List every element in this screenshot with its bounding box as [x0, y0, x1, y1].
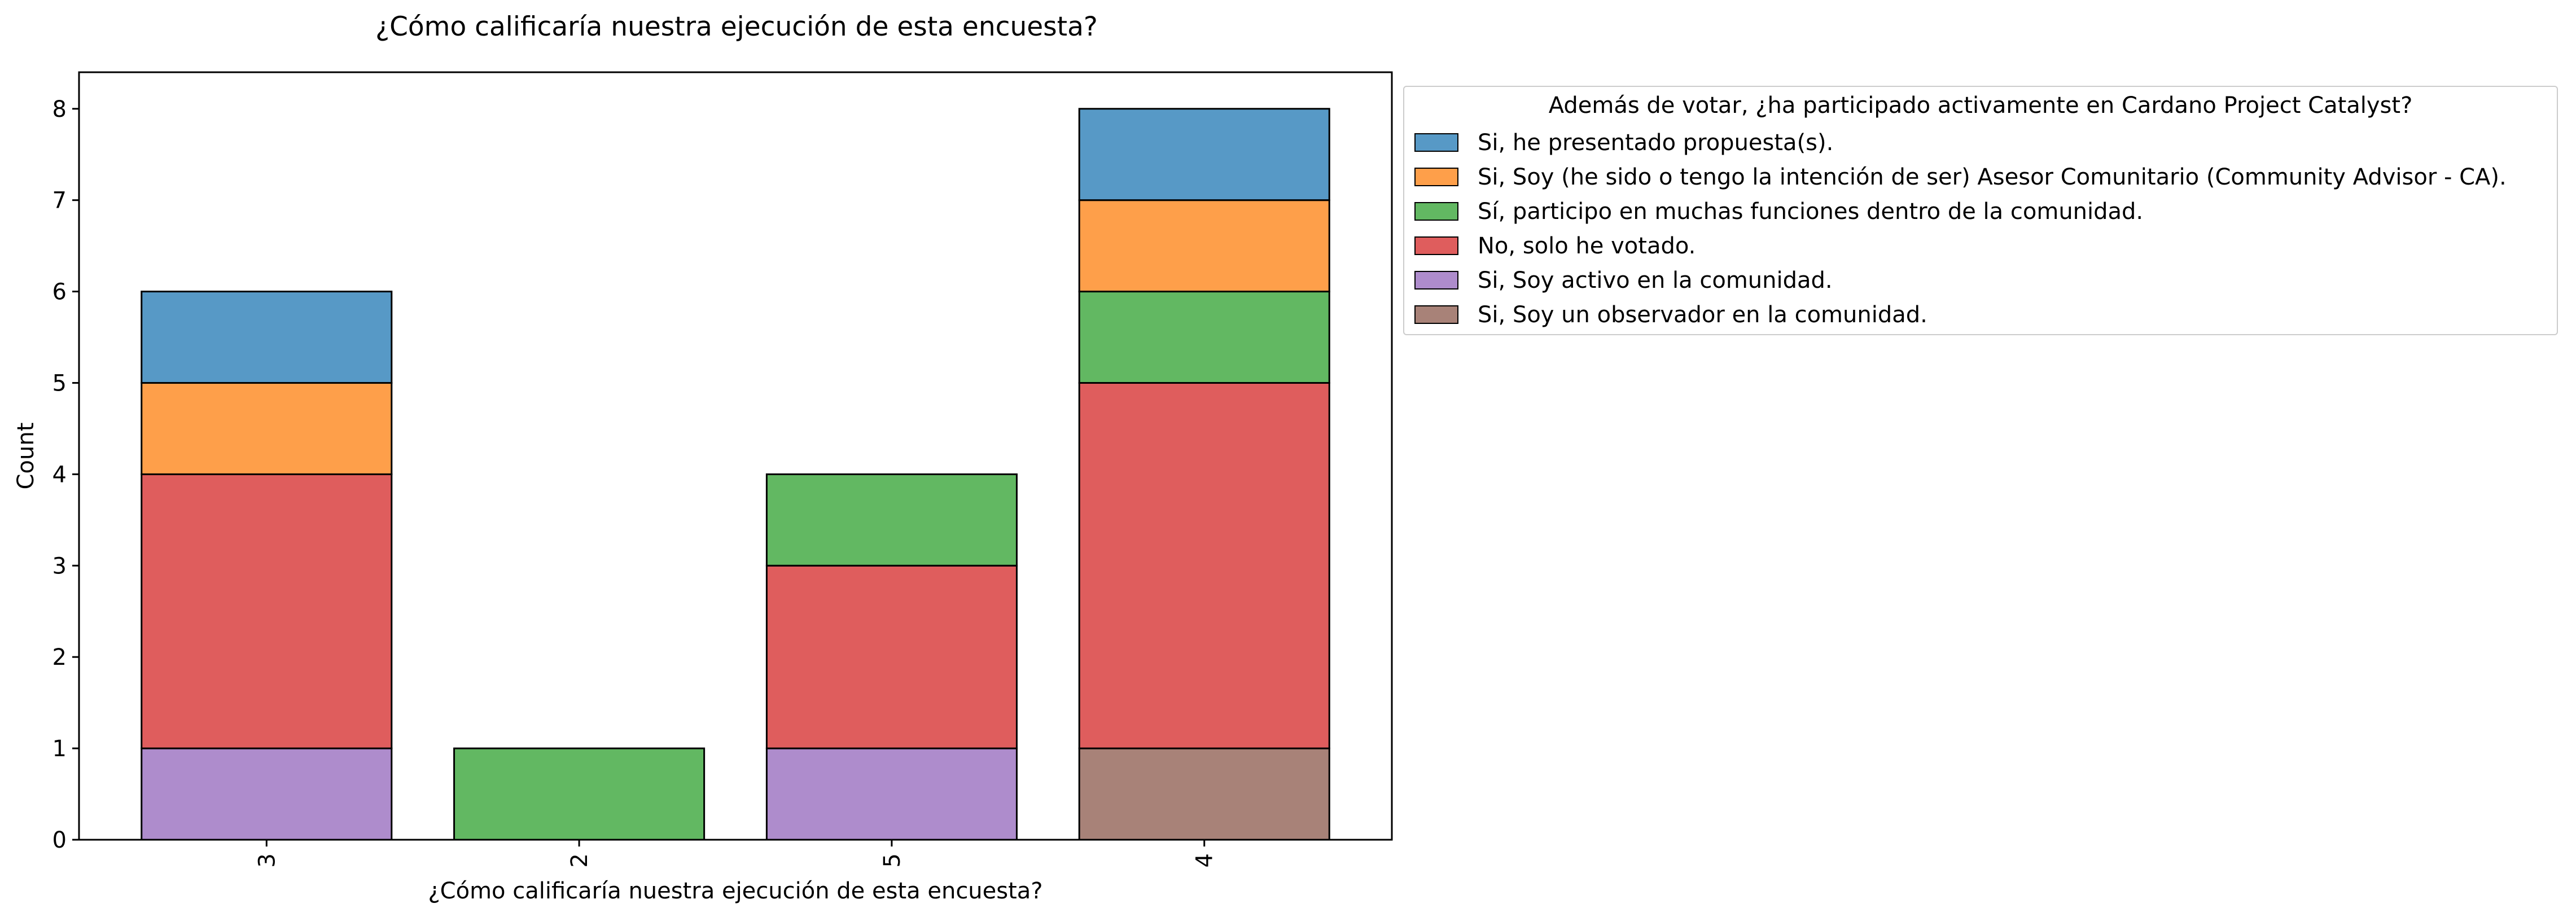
chart-title: ¿Cómo calificaría nuestra ejecución de e… — [375, 11, 1098, 42]
plot-frame — [78, 71, 1393, 841]
y-axis-label: Count — [13, 423, 39, 490]
legend-swatch — [1414, 305, 1458, 324]
legend-item: Sí, participo en muchas funciones dentro… — [1414, 194, 2507, 229]
legend-title: Además de votar, ¿ha participado activam… — [1548, 93, 2413, 119]
bar-segment — [1078, 747, 1330, 841]
legend-label: Si, Soy un observador en la comunidad. — [1478, 301, 1927, 328]
legend-list: Si, he presentado propuesta(s). Si, Soy (… — [1414, 125, 2507, 332]
legend-swatch — [1414, 202, 1458, 221]
x-tick-label: 3 — [254, 853, 280, 867]
y-tick-label: 8 — [52, 97, 67, 122]
legend: Además de votar, ¿ha participado activam… — [1403, 86, 2558, 335]
y-tick-label: 2 — [52, 644, 67, 670]
y-tick-label: 7 — [52, 188, 67, 214]
x-tick-label: 4 — [1192, 853, 1218, 867]
legend-item: Si, Soy activo en la comunidad. — [1414, 263, 2507, 297]
legend-swatch — [1414, 168, 1458, 186]
y-tick-label: 3 — [52, 553, 67, 579]
y-tick-label: 0 — [52, 827, 67, 853]
y-tick-label: 1 — [52, 736, 67, 762]
legend-label: Si, Soy activo en la comunidad. — [1478, 267, 1833, 293]
legend-label: Sí, participo en muchas funciones dentro… — [1478, 198, 2144, 225]
bar-segment — [1078, 108, 1330, 201]
x-tick-label: 2 — [567, 853, 593, 867]
bar-segment — [1078, 199, 1330, 293]
legend-item: Si, Soy un observador en la comunidad. — [1414, 297, 2507, 332]
bar-segment — [453, 747, 706, 841]
x-axis: 3 2 5 4 — [254, 840, 1218, 867]
bar-segment — [141, 473, 393, 749]
bar-segment — [765, 747, 1018, 841]
bar-segment — [765, 564, 1018, 749]
y-tick-label: 6 — [52, 279, 67, 305]
bar-segment — [141, 381, 393, 475]
x-tick-label: 5 — [879, 853, 905, 867]
bar-segment — [141, 747, 393, 841]
legend-swatch — [1414, 133, 1458, 152]
bar-segment — [141, 291, 393, 384]
legend-swatch — [1414, 271, 1458, 290]
bar-segment — [1078, 381, 1330, 749]
bars — [141, 108, 1330, 841]
y-tick-label: 4 — [52, 462, 67, 488]
legend-label: No, solo he votado. — [1478, 233, 1696, 259]
y-tick-label: 5 — [52, 370, 67, 396]
legend-label: Si, Soy (he sido o tengo la intención de… — [1478, 164, 2507, 190]
y-axis: 0 1 2 3 4 5 6 7 8 — [52, 97, 79, 853]
legend-item: Si, he presentado propuesta(s). — [1414, 125, 2507, 160]
legend-item: Si, Soy (he sido o tengo la intención de… — [1414, 160, 2507, 194]
bar-segment — [1078, 291, 1330, 384]
legend-label: Si, he presentado propuesta(s). — [1478, 129, 1834, 156]
legend-swatch — [1414, 236, 1458, 255]
bar-segment — [765, 473, 1018, 567]
legend-item: No, solo he votado. — [1414, 229, 2507, 263]
x-axis-label: ¿Cómo calificaría nuestra ejecución de e… — [428, 878, 1042, 904]
